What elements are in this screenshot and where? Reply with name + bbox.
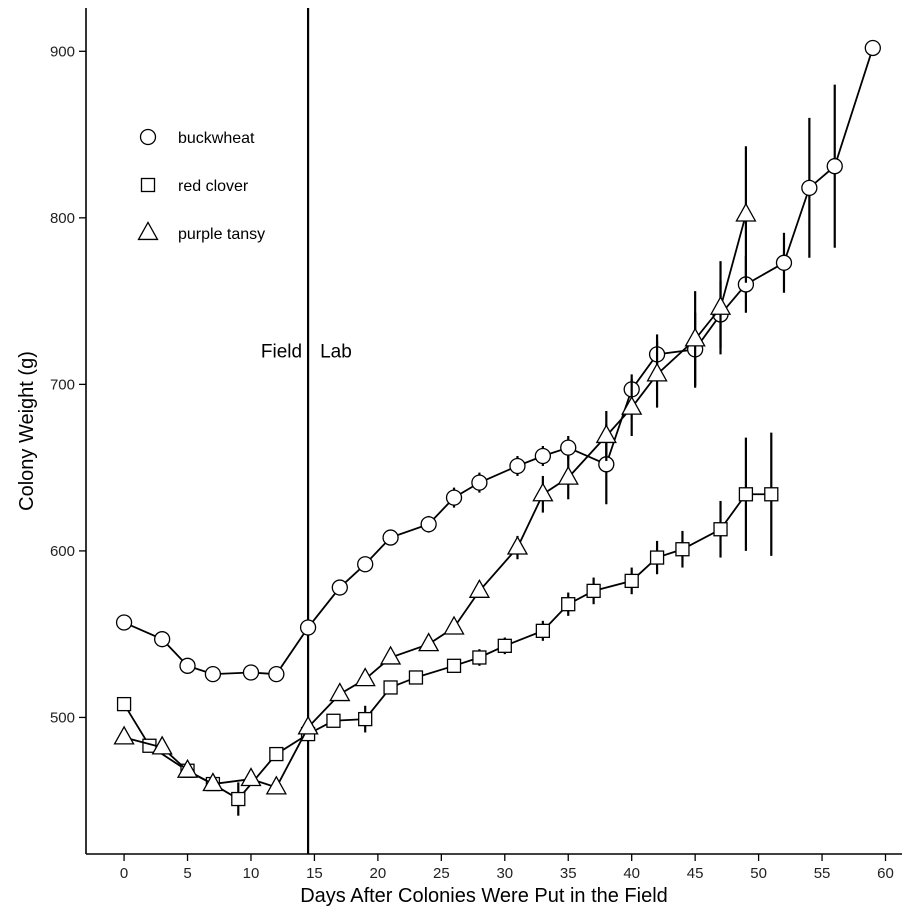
lab-region-label: Lab [320,342,352,363]
data-point-triangle [646,362,668,382]
data-point-square [358,711,373,727]
x-tick-label: 10 [243,865,260,882]
data-point-square [738,487,754,502]
data-point-triangle [202,772,224,792]
data-point-triangle [684,327,706,347]
legend-marker-circle [139,128,157,146]
data-point-square [586,583,601,599]
data-point-triangle [176,758,199,778]
y-tick-label: 500 [50,709,75,726]
x-tick-label: 30 [496,865,513,882]
y-tick-label: 800 [50,210,75,227]
x-tick-label: 35 [560,865,577,882]
data-point-square [383,680,398,695]
data-point-circle [357,556,374,573]
x-tick-label: 55 [814,865,831,882]
data-point-square [675,542,690,557]
data-point-triangle [418,632,440,652]
legend-marker-triangle [137,221,159,241]
legend-item: purple tansy [137,221,265,243]
data-point-triangle [532,482,554,502]
data-point-triangle [151,735,173,755]
x-tick-label: 40 [623,865,640,882]
series-line [123,214,747,789]
field-region-label: Field [261,342,302,363]
data-point-circle [560,439,577,456]
x-axis-title: Days After Colonies Were Put in the Fiel… [300,885,668,907]
data-point-square [408,670,424,685]
y-tick-label: 900 [50,43,75,60]
data-point-circle [420,516,437,533]
x-tick-label: 60 [877,865,894,882]
data-point-circle [115,614,133,631]
data-point-triangle [113,725,135,745]
data-point-triangle [468,579,491,598]
data-point-circle [445,489,463,506]
y-tick-label: 700 [50,376,75,393]
data-point-circle [509,457,526,475]
series-red-clover [116,432,779,816]
data-point-square [713,522,728,537]
data-point-triangle [709,295,732,315]
data-point-circle [864,39,881,57]
data-point-square [624,573,639,589]
data-point-square [269,746,284,762]
data-point-circle [534,447,552,465]
data-point-circle [299,619,317,636]
legend-marker-square [140,177,156,193]
legend-item: buckwheat [139,128,255,147]
data-point-triangle [506,535,529,555]
data-point-triangle [379,645,402,665]
data-point-circle [153,631,171,648]
data-point-triangle [240,767,262,787]
y-axis-title: Colony Weight (g) [16,351,38,511]
x-tick-label: 0 [120,865,128,882]
data-point-square [649,550,665,565]
data-point-circle [826,158,843,175]
data-point-circle [331,579,348,596]
data-point-square [231,791,246,807]
data-point-triangle [735,202,757,222]
legend: buckwheat red clover purple tansy [137,128,265,243]
data-point-square [472,650,487,665]
data-point-square [561,597,576,612]
legend-label: buckwheat [178,130,255,147]
data-point-square [764,487,779,502]
series-purple-tansy [113,146,757,795]
x-tick-label: 25 [433,865,450,882]
series-line [123,493,772,801]
data-point-triangle [297,715,319,735]
x-tick-label: 5 [183,865,191,882]
data-point-triangle [443,615,465,635]
x-tick-label: 45 [687,865,704,882]
data-point-square [116,696,132,712]
data-point-triangle [621,395,643,415]
data-point-triangle [557,465,579,485]
data-point-circle [775,254,793,271]
data-point-triangle [354,667,376,687]
data-point-circle [268,665,285,683]
data-point-circle [801,179,818,197]
y-tick-label: 600 [50,543,75,560]
legend-label: red clover [178,178,249,195]
x-tick-label: 20 [370,865,387,882]
data-point-circle [242,664,260,681]
data-point-triangle [329,682,351,702]
data-point-circle [471,474,488,491]
data-point-square [326,713,341,728]
data-point-square [535,623,551,638]
data-point-circle [382,529,399,546]
data-point-circle [179,657,196,674]
data-point-square [446,658,462,673]
x-tick-label: 15 [306,865,323,882]
data-point-triangle [265,775,287,795]
data-point-circle [204,665,222,683]
x-tick-label: 50 [750,865,767,882]
plot-area: 0 5 10 15 20 25 30 35 40 45 50 55 60 500 600 700 800 900 [50,8,902,882]
data-point-square [497,638,512,653]
legend-label: purple tansy [178,226,265,243]
legend-item: red clover [140,177,249,195]
data-point-triangle [595,424,617,444]
